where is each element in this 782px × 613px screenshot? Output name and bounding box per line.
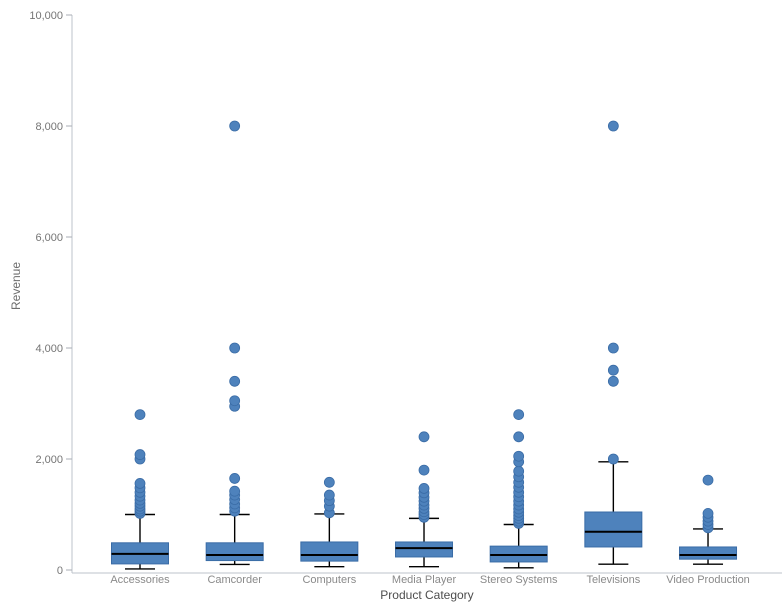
y-tick-label: 4,000 <box>35 343 63 355</box>
outlier-dot <box>418 483 430 494</box>
outlier-dot <box>323 489 335 501</box>
box-plot-group <box>679 474 738 565</box>
outlier-dot <box>229 120 241 132</box>
category-label: Camcorder <box>207 574 262 586</box>
outlier-dot <box>229 342 241 354</box>
y-axis-title: Revenue <box>9 261 23 311</box>
outlier-dot <box>323 476 335 488</box>
category-label: Stereo Systems <box>480 574 558 586</box>
outlier-dot <box>229 485 241 497</box>
box-plot-group <box>584 120 643 565</box>
box-plot-group <box>395 431 454 568</box>
outlier-dot <box>607 120 619 132</box>
category-label: Televisions <box>586 574 640 586</box>
outlier-dot <box>418 431 430 443</box>
category-label: Media Player <box>392 574 457 586</box>
y-tick-label: 2,000 <box>35 454 63 466</box>
outlier-dot <box>607 364 619 376</box>
box <box>584 511 643 548</box>
y-tick-label: 0 <box>57 565 63 577</box>
box <box>300 541 359 562</box>
box-plot-group <box>111 409 169 570</box>
category-label: Video Production <box>666 574 750 586</box>
box <box>679 546 738 560</box>
category-label: Accessories <box>110 574 170 586</box>
y-tick-label: 6,000 <box>35 232 63 244</box>
outlier-dot <box>229 375 241 387</box>
outlier-dot <box>702 507 714 519</box>
box <box>205 542 264 562</box>
outlier-dot <box>229 395 241 407</box>
outlier-dot <box>607 342 619 354</box>
outlier-dot <box>134 409 146 421</box>
outlier-dot <box>513 465 525 477</box>
outlier-dot <box>513 450 525 462</box>
outlier-dot <box>418 464 430 476</box>
outlier-dot <box>134 478 146 489</box>
outlier-dot <box>513 409 525 421</box>
outlier-dot <box>229 473 241 484</box>
outlier-dot <box>702 474 714 486</box>
y-tick-label: 8,000 <box>35 121 63 133</box>
outlier-dot <box>513 431 525 443</box>
box-plot-group <box>300 476 359 568</box>
box-plot-group <box>489 409 548 569</box>
outlier-dot <box>134 449 146 460</box>
box-plot-group <box>205 120 264 566</box>
box <box>395 541 454 558</box>
outlier-dot <box>607 453 619 465</box>
y-tick-label: 10,000 <box>29 10 63 22</box>
x-axis-title: Product Category <box>380 588 474 602</box>
outlier-dot <box>607 375 619 387</box>
category-label: Computers <box>302 574 356 586</box>
